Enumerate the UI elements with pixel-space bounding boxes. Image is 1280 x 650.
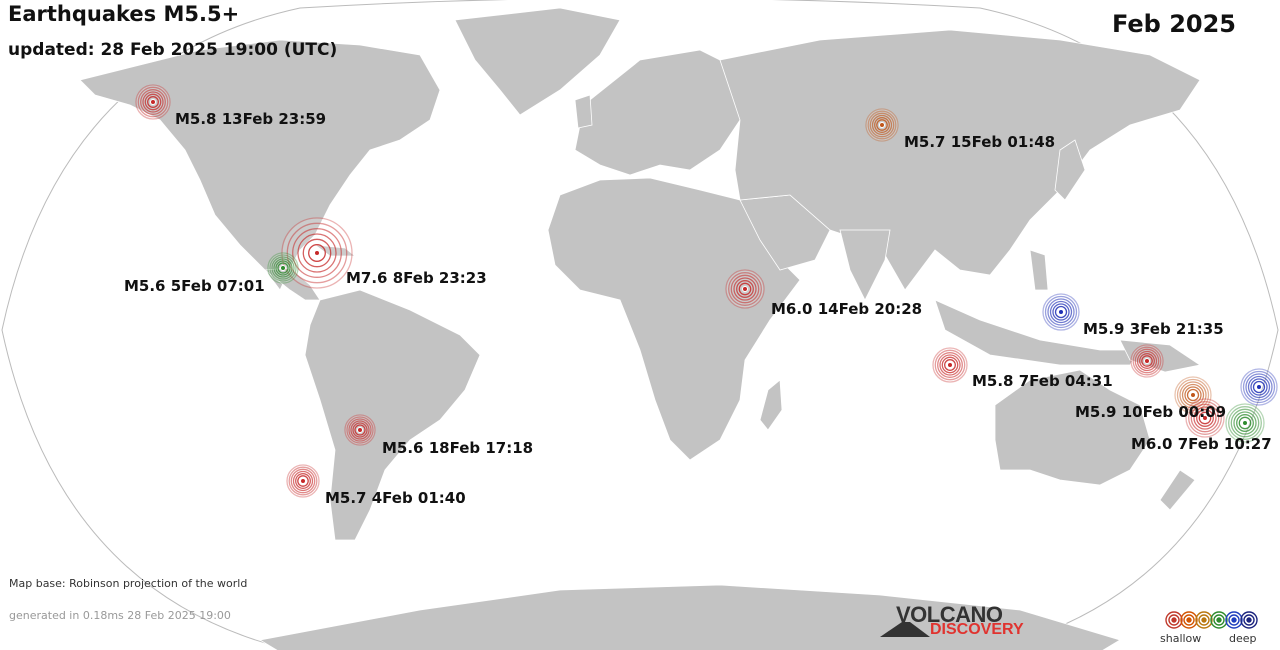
new-guinea-land [1119,339,1202,373]
legend-depth-marker [1201,617,1207,623]
legend-depth-marker [1228,614,1240,626]
earthquake-label: M5.7 15Feb 01:48 [904,133,1055,151]
earthquake-marker[interactable] [932,347,968,383]
legend-depth-marker [1216,617,1222,623]
legend-depth-marker [1210,611,1228,629]
generated-note: generated in 0.18ms 28 Feb 2025 19:00 [9,609,231,622]
north-america-land [79,39,441,291]
earthquake-label: M5.8 13Feb 23:59 [175,110,326,128]
earthquake-marker[interactable] [1185,398,1225,438]
legend-depth-marker [1180,611,1198,629]
earthquake-marker[interactable] [344,414,376,446]
legend-depth-marker [1195,611,1213,629]
legend-depth-marker [1198,614,1210,626]
earthquake-label: M6.0 14Feb 20:28 [771,300,922,318]
legend-depth-marker [1243,614,1255,626]
asia-land [719,29,1201,291]
earthquake-marker[interactable] [1042,293,1080,331]
earthquake-label: M5.9 3Feb 21:35 [1083,320,1224,338]
legend-depth-marker [1168,614,1180,626]
madagascar-land [759,379,783,431]
legend-shallow-label: shallow [1160,632,1202,645]
greenland-land [454,7,621,116]
uk-land [574,94,593,129]
earthquake-marker[interactable] [281,217,353,289]
map-base-note: Map base: Robinson projection of the wor… [9,577,248,590]
earthquake-marker[interactable] [865,108,899,142]
earthquake-label: M5.6 5Feb 07:01 [124,277,265,295]
earthquake-marker[interactable] [725,269,765,309]
depth-legend: shallow deep [1160,608,1270,648]
legend-depth-marker [1171,617,1177,623]
legend-deep-label: deep [1229,632,1257,645]
earthquake-label: M5.8 7Feb 04:31 [972,372,1113,390]
new-zealand-land [1159,469,1196,511]
volcano-discovery-logo[interactable]: VOLCANO DISCOVERY [880,602,1040,642]
japan-land [1054,139,1086,201]
legend-depth-marker [1246,617,1252,623]
legend-depth-marker [1186,617,1192,623]
earthquake-label: M5.6 18Feb 17:18 [382,439,533,457]
europe-land [574,49,741,176]
earthquake-marker[interactable] [1130,344,1164,378]
earthquake-label: M7.6 8Feb 23:23 [346,269,487,287]
philippines-land [1029,249,1049,291]
earthquake-markers[interactable] [135,84,1278,498]
legend-depth-marker [1165,611,1183,629]
legend-depth-marker [1213,614,1225,626]
land-masses [79,7,1202,650]
australia-land [994,369,1151,486]
earthquake-marker[interactable] [135,84,171,120]
earthquake-label: M6.0 7Feb 10:27 [1131,435,1272,453]
earthquake-marker[interactable] [267,252,299,284]
legend-depth-marker [1231,617,1237,623]
africa-land [547,177,801,461]
legend-depth-marker [1240,611,1258,629]
earthquake-label: M5.9 10Feb 00:09 [1075,403,1226,421]
volcano-logo-icon [880,622,930,637]
south-america-land [304,289,481,541]
legend-depth-marker [1183,614,1195,626]
month-label: Feb 2025 [1111,10,1236,38]
earthquake-label: M5.7 4Feb 01:40 [325,489,466,507]
earthquake-marker[interactable] [1225,403,1265,443]
legend-depth-marker [1225,611,1243,629]
earthquake-labels: M5.8 13Feb 23:59 M5.7 15Feb 01:48 M7.6 8Fe… [124,110,1272,507]
india-land [839,229,891,301]
earthquake-marker[interactable] [1240,368,1278,406]
updated-timestamp: updated: 28 Feb 2025 19:00 (UTC) [8,40,338,60]
page-title: Earthquakes M5.5+ [8,2,240,26]
depth-legend-icons [1165,611,1258,629]
earthquake-marker[interactable] [286,464,320,498]
